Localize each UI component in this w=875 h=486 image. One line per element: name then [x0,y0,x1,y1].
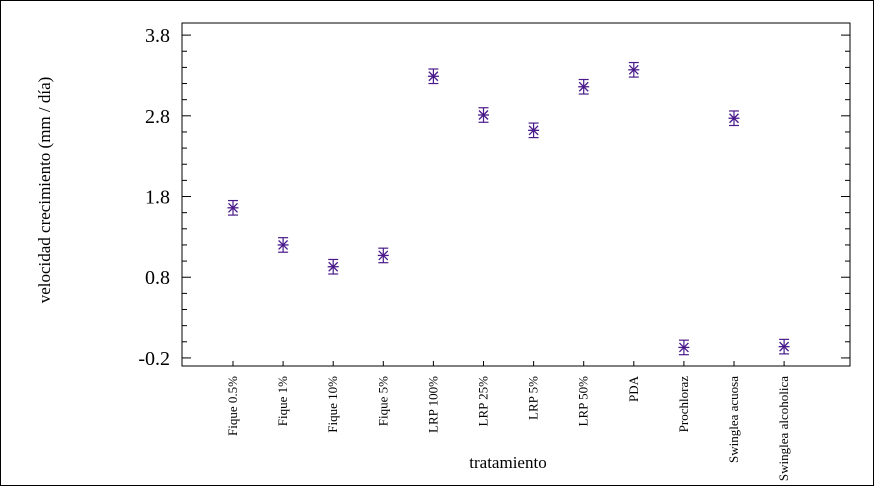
x-tick-label: LRP 25% [476,376,491,427]
y-tick-label: 2.8 [145,106,170,128]
y-tick-label: 1.8 [145,187,170,209]
data-point-2 [327,258,339,275]
x-tick-label: PDA [626,375,641,402]
plot-area [181,22,851,367]
x-tick-label: LRP 100% [425,376,440,433]
data-point-11 [778,338,790,355]
y-axis-title: velocidad crecimiento (mm / día) [35,77,54,304]
y-tick-label: 3.8 [145,25,170,47]
data-points [227,61,790,356]
data-point-6 [528,122,540,139]
data-point-3 [377,247,389,264]
x-tick-label: Swinglea acuosa [726,376,741,463]
x-tick-label: LRP 50% [576,376,591,427]
x-axis-title: tratamiento [469,453,546,472]
y-axis: 3.8 2.8 1.8 0.8 -0.2 [138,25,850,370]
x-tick-label: LRP 5% [526,376,541,420]
x-tick-label: Fique 1% [275,376,290,426]
x-tick-label: Prochloraz [676,376,691,433]
data-point-4 [427,68,439,85]
x-tick-label: Swinglea alcoholica [776,376,791,481]
y-tick-label: 0.8 [145,267,170,289]
data-point-7 [578,78,590,95]
y-tick-label: -0.2 [138,348,170,370]
data-point-1 [277,237,289,253]
data-point-9 [678,339,690,356]
x-tick-label: Fique 5% [375,376,390,426]
data-point-8 [628,61,640,78]
x-tick-label: Fique 0.5% [225,376,240,436]
data-point-0 [227,199,239,216]
x-tick-label: Fique 10% [325,376,340,433]
x-axis: Fique 0.5% Fique 1% Fique 10% Fique 5% LRP 1… [225,361,791,481]
data-point-10 [728,110,740,127]
data-point-5 [478,107,489,123]
